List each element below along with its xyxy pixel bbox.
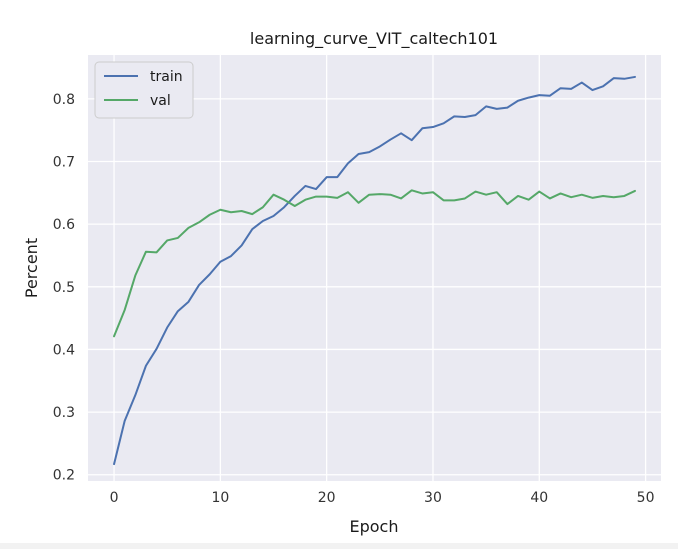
series-group bbox=[113, 75, 636, 466]
x-tick-label: 30 bbox=[424, 490, 442, 506]
y-tick-label: 0.5 bbox=[53, 280, 75, 296]
legend-label-val: val bbox=[150, 93, 171, 109]
bottom-strip bbox=[0, 543, 678, 549]
series-line-train bbox=[113, 75, 636, 466]
chart-title: learning_curve_VIT_caltech101 bbox=[250, 29, 498, 49]
y-tick-label: 0.8 bbox=[53, 92, 75, 108]
y-tick-label: 0.7 bbox=[53, 155, 75, 171]
y-tick-label: 0.6 bbox=[53, 217, 75, 233]
legend: train val bbox=[94, 61, 194, 119]
x-axis-ticks: 0 10 20 30 40 50 bbox=[110, 490, 655, 506]
legend-label-train: train bbox=[150, 69, 183, 85]
x-tick-label: 0 bbox=[110, 490, 119, 506]
plot-area bbox=[88, 55, 661, 481]
y-axis-ticks: 0.2 0.3 0.4 0.5 0.6 0.7 0.8 bbox=[53, 92, 75, 484]
x-axis-label: Epoch bbox=[350, 517, 399, 536]
series-line-val bbox=[113, 189, 636, 338]
grid bbox=[88, 55, 661, 481]
x-tick-label: 40 bbox=[530, 490, 548, 506]
y-tick-label: 0.2 bbox=[53, 468, 75, 484]
y-tick-label: 0.3 bbox=[53, 405, 75, 421]
x-tick-label: 50 bbox=[637, 490, 655, 506]
x-tick-label: 10 bbox=[211, 490, 229, 506]
y-axis-label: Percent bbox=[22, 238, 41, 298]
y-tick-label: 0.4 bbox=[53, 342, 75, 358]
x-tick-label: 20 bbox=[318, 490, 336, 506]
